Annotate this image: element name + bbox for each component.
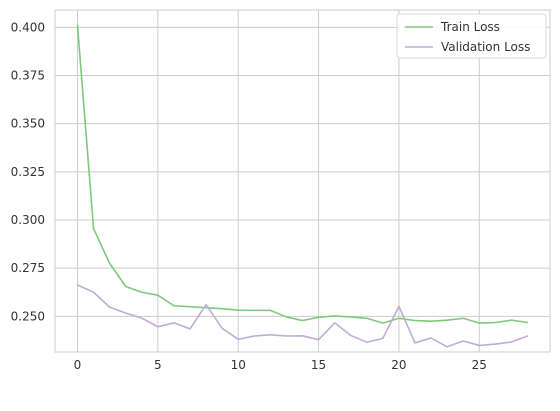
series-lines (76, 24, 529, 348)
series-line-train-loss (76, 24, 529, 324)
legend-label-train-loss: Train Loss (440, 20, 500, 34)
y-axis-tick-labels: 0.250 0.275 0.300 0.325 0.350 0.375 0.400 (11, 20, 45, 323)
legend-box (396, 13, 547, 59)
y-tick-label: 0.400 (11, 20, 45, 34)
y-tick-label: 0.325 (11, 165, 45, 179)
x-tick-label: 15 (311, 358, 326, 372)
y-tick-label: 0.300 (11, 213, 45, 227)
x-tick-label: 0 (74, 358, 82, 372)
x-tick-label: 20 (391, 358, 406, 372)
legend-label-validation-loss: Validation Loss (441, 40, 530, 54)
x-tick-label: 25 (472, 358, 487, 372)
x-axis-tick-labels: 0 5 10 15 20 25 (74, 358, 487, 372)
y-tick-label: 0.275 (11, 261, 45, 275)
y-tick-label: 0.375 (11, 69, 45, 83)
x-tick-label: 10 (231, 358, 246, 372)
legend: Train Loss Validation Loss (396, 13, 547, 59)
x-tick-label: 5 (154, 358, 162, 372)
series-line-validation-loss (76, 284, 529, 348)
plot-frame (54, 9, 551, 353)
y-tick-label: 0.250 (11, 309, 45, 323)
plot-area (55, 10, 550, 352)
y-tick-label: 0.350 (11, 117, 45, 131)
